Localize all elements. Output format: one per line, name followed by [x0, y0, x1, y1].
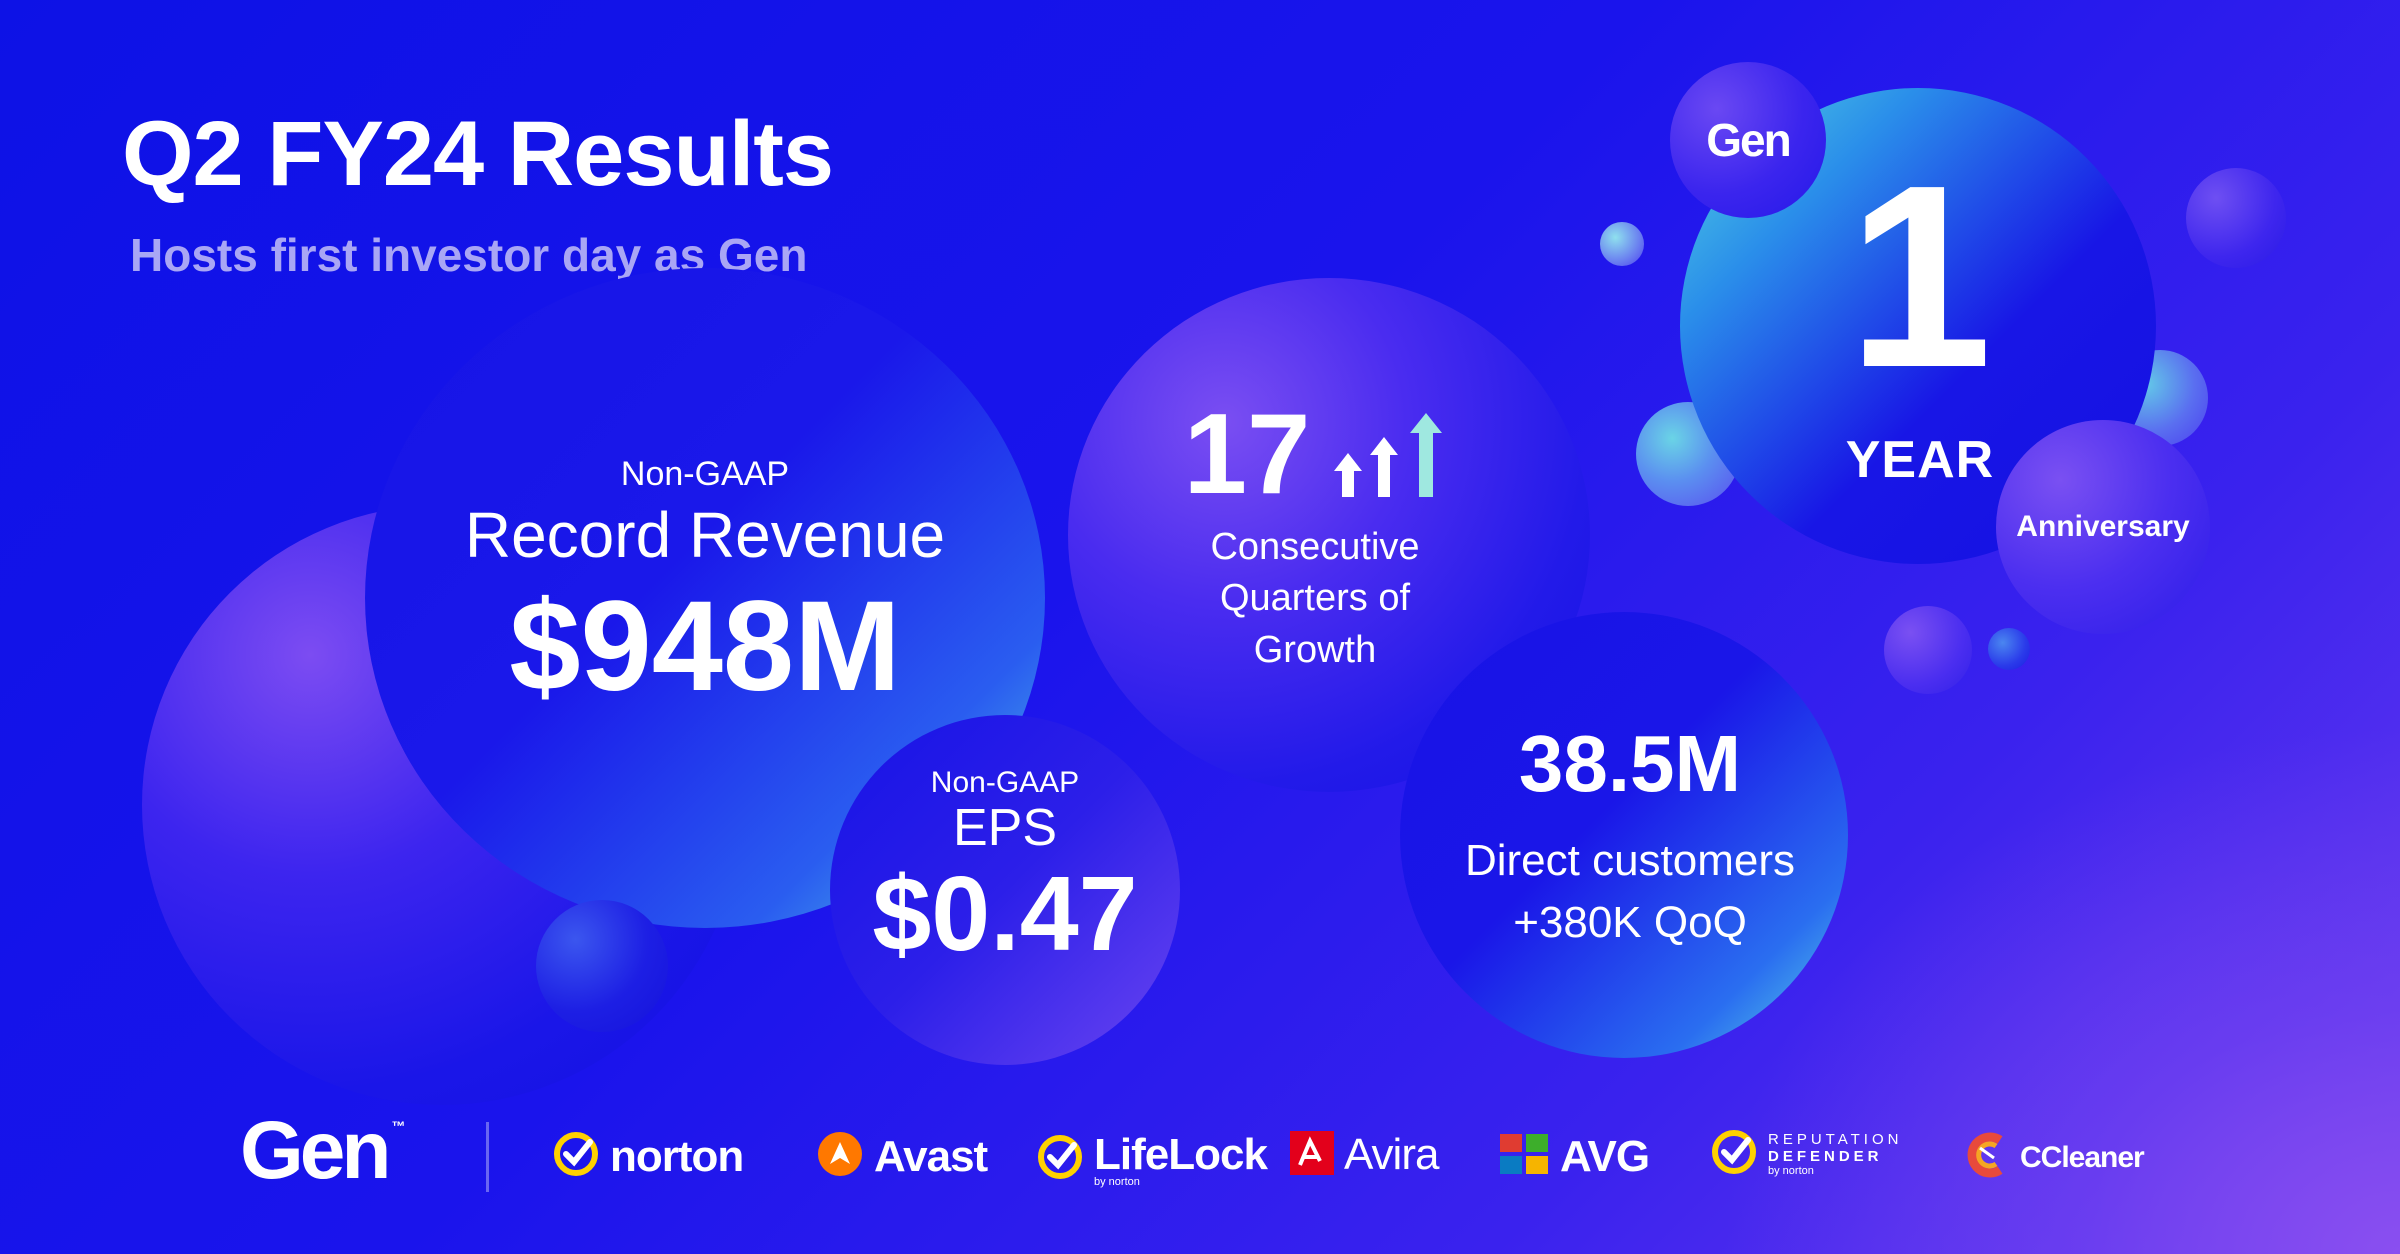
customers-stat: 38.5M Direct customers +380K QoQ	[1420, 724, 1840, 953]
avast-brand: Avast	[816, 1130, 988, 1183]
customers-line: Direct customers	[1464, 836, 1796, 885]
revenue-value: $948M	[509, 575, 901, 718]
growth-caption-line: Growth	[1253, 628, 1377, 671]
anniversary-number: 1	[1847, 132, 1993, 422]
avg-brand: AVG	[1498, 1130, 1650, 1183]
revenue-label: Non-GAAP	[620, 455, 790, 493]
page-title: Q2 FY24 Results	[122, 103, 834, 205]
norton-brand: norton	[552, 1130, 744, 1183]
avg-label: AVG	[1560, 1131, 1650, 1181]
norton-check-icon	[552, 1130, 600, 1183]
growth-value: 17	[1183, 391, 1311, 518]
anniversary-label-orb	[1996, 420, 2210, 634]
anniversary-stat: 1 YEAR	[1820, 132, 2020, 490]
eps-label: Non-GAAP	[930, 766, 1080, 799]
revenue-title: Record Revenue	[464, 499, 946, 571]
avast-label: Avast	[874, 1131, 988, 1181]
customers-value: 38.5M	[1518, 719, 1742, 808]
customers-orb	[1400, 612, 1848, 1058]
decorative-orb-blue	[1988, 628, 2030, 670]
anniversary-label: Anniversary	[2016, 510, 2190, 543]
repdef-sub: by norton	[1768, 1165, 1814, 1178]
ccleaner-brand: CCleaner	[1960, 1130, 2145, 1185]
repdef-check-icon	[1710, 1128, 1758, 1181]
avg-logo-icon	[1498, 1130, 1550, 1183]
divider	[486, 1122, 489, 1192]
gen-logo: Gen ™	[240, 1105, 406, 1196]
reputation-defender-brand: REPUTATION DEFENDER by norton	[1710, 1128, 1902, 1181]
eps-title: EPS	[952, 799, 1058, 857]
growth-caption-line: Consecutive	[1210, 526, 1420, 568]
ccleaner-logo-icon	[1960, 1130, 2010, 1185]
eps-stat: Non-GAAP EPS $0.47	[830, 766, 1180, 967]
ccleaner-label: CCleaner	[2020, 1140, 2145, 1174]
decorative-orb-small	[536, 900, 668, 1032]
growth-stat: 17 Consecutive Quarters of Growth	[1150, 398, 1480, 676]
growth-headline: 17	[1184, 398, 1447, 512]
gen-badge-logo: Gen	[1706, 114, 1791, 166]
norton-label: norton	[610, 1131, 744, 1181]
avast-logo-icon	[816, 1130, 864, 1183]
avira-brand: Avira	[1290, 1130, 1439, 1180]
growth-caption-line: Quarters of	[1219, 577, 1411, 620]
revenue-stat: Non-GAAP Record Revenue $948M	[400, 455, 1010, 714]
decorative-orb-purple	[2186, 168, 2286, 268]
avira-logo-icon	[1290, 1130, 1334, 1180]
lifelock-brand: LifeLock by norton	[1036, 1130, 1268, 1188]
gen-badge-orb	[1670, 62, 1826, 218]
lifelock-check-icon	[1036, 1133, 1084, 1186]
growth-arrows-icon	[1332, 413, 1446, 497]
repdef-line2: DEFENDER	[1768, 1148, 1883, 1166]
anniversary-unit: YEAR	[1845, 431, 1995, 489]
lifelock-sub: by norton	[1094, 1176, 1140, 1188]
decorative-orb-dot	[1600, 222, 1644, 266]
eps-orb	[830, 715, 1180, 1065]
eps-value: $0.47	[872, 855, 1138, 974]
brand-bar: Gen ™ norton Avast LifeLock b	[0, 1100, 2400, 1210]
decorative-orb-purple	[1884, 606, 1972, 694]
repdef-line1: REPUTATION	[1768, 1130, 1903, 1148]
gen-logo-text: Gen	[240, 1105, 391, 1196]
growth-caption: Consecutive Quarters of Growth	[1210, 522, 1419, 676]
customers-growth: +380K QoQ	[1513, 897, 1747, 947]
avira-label: Avira	[1344, 1130, 1439, 1179]
lifelock-label: LifeLock	[1094, 1130, 1268, 1179]
